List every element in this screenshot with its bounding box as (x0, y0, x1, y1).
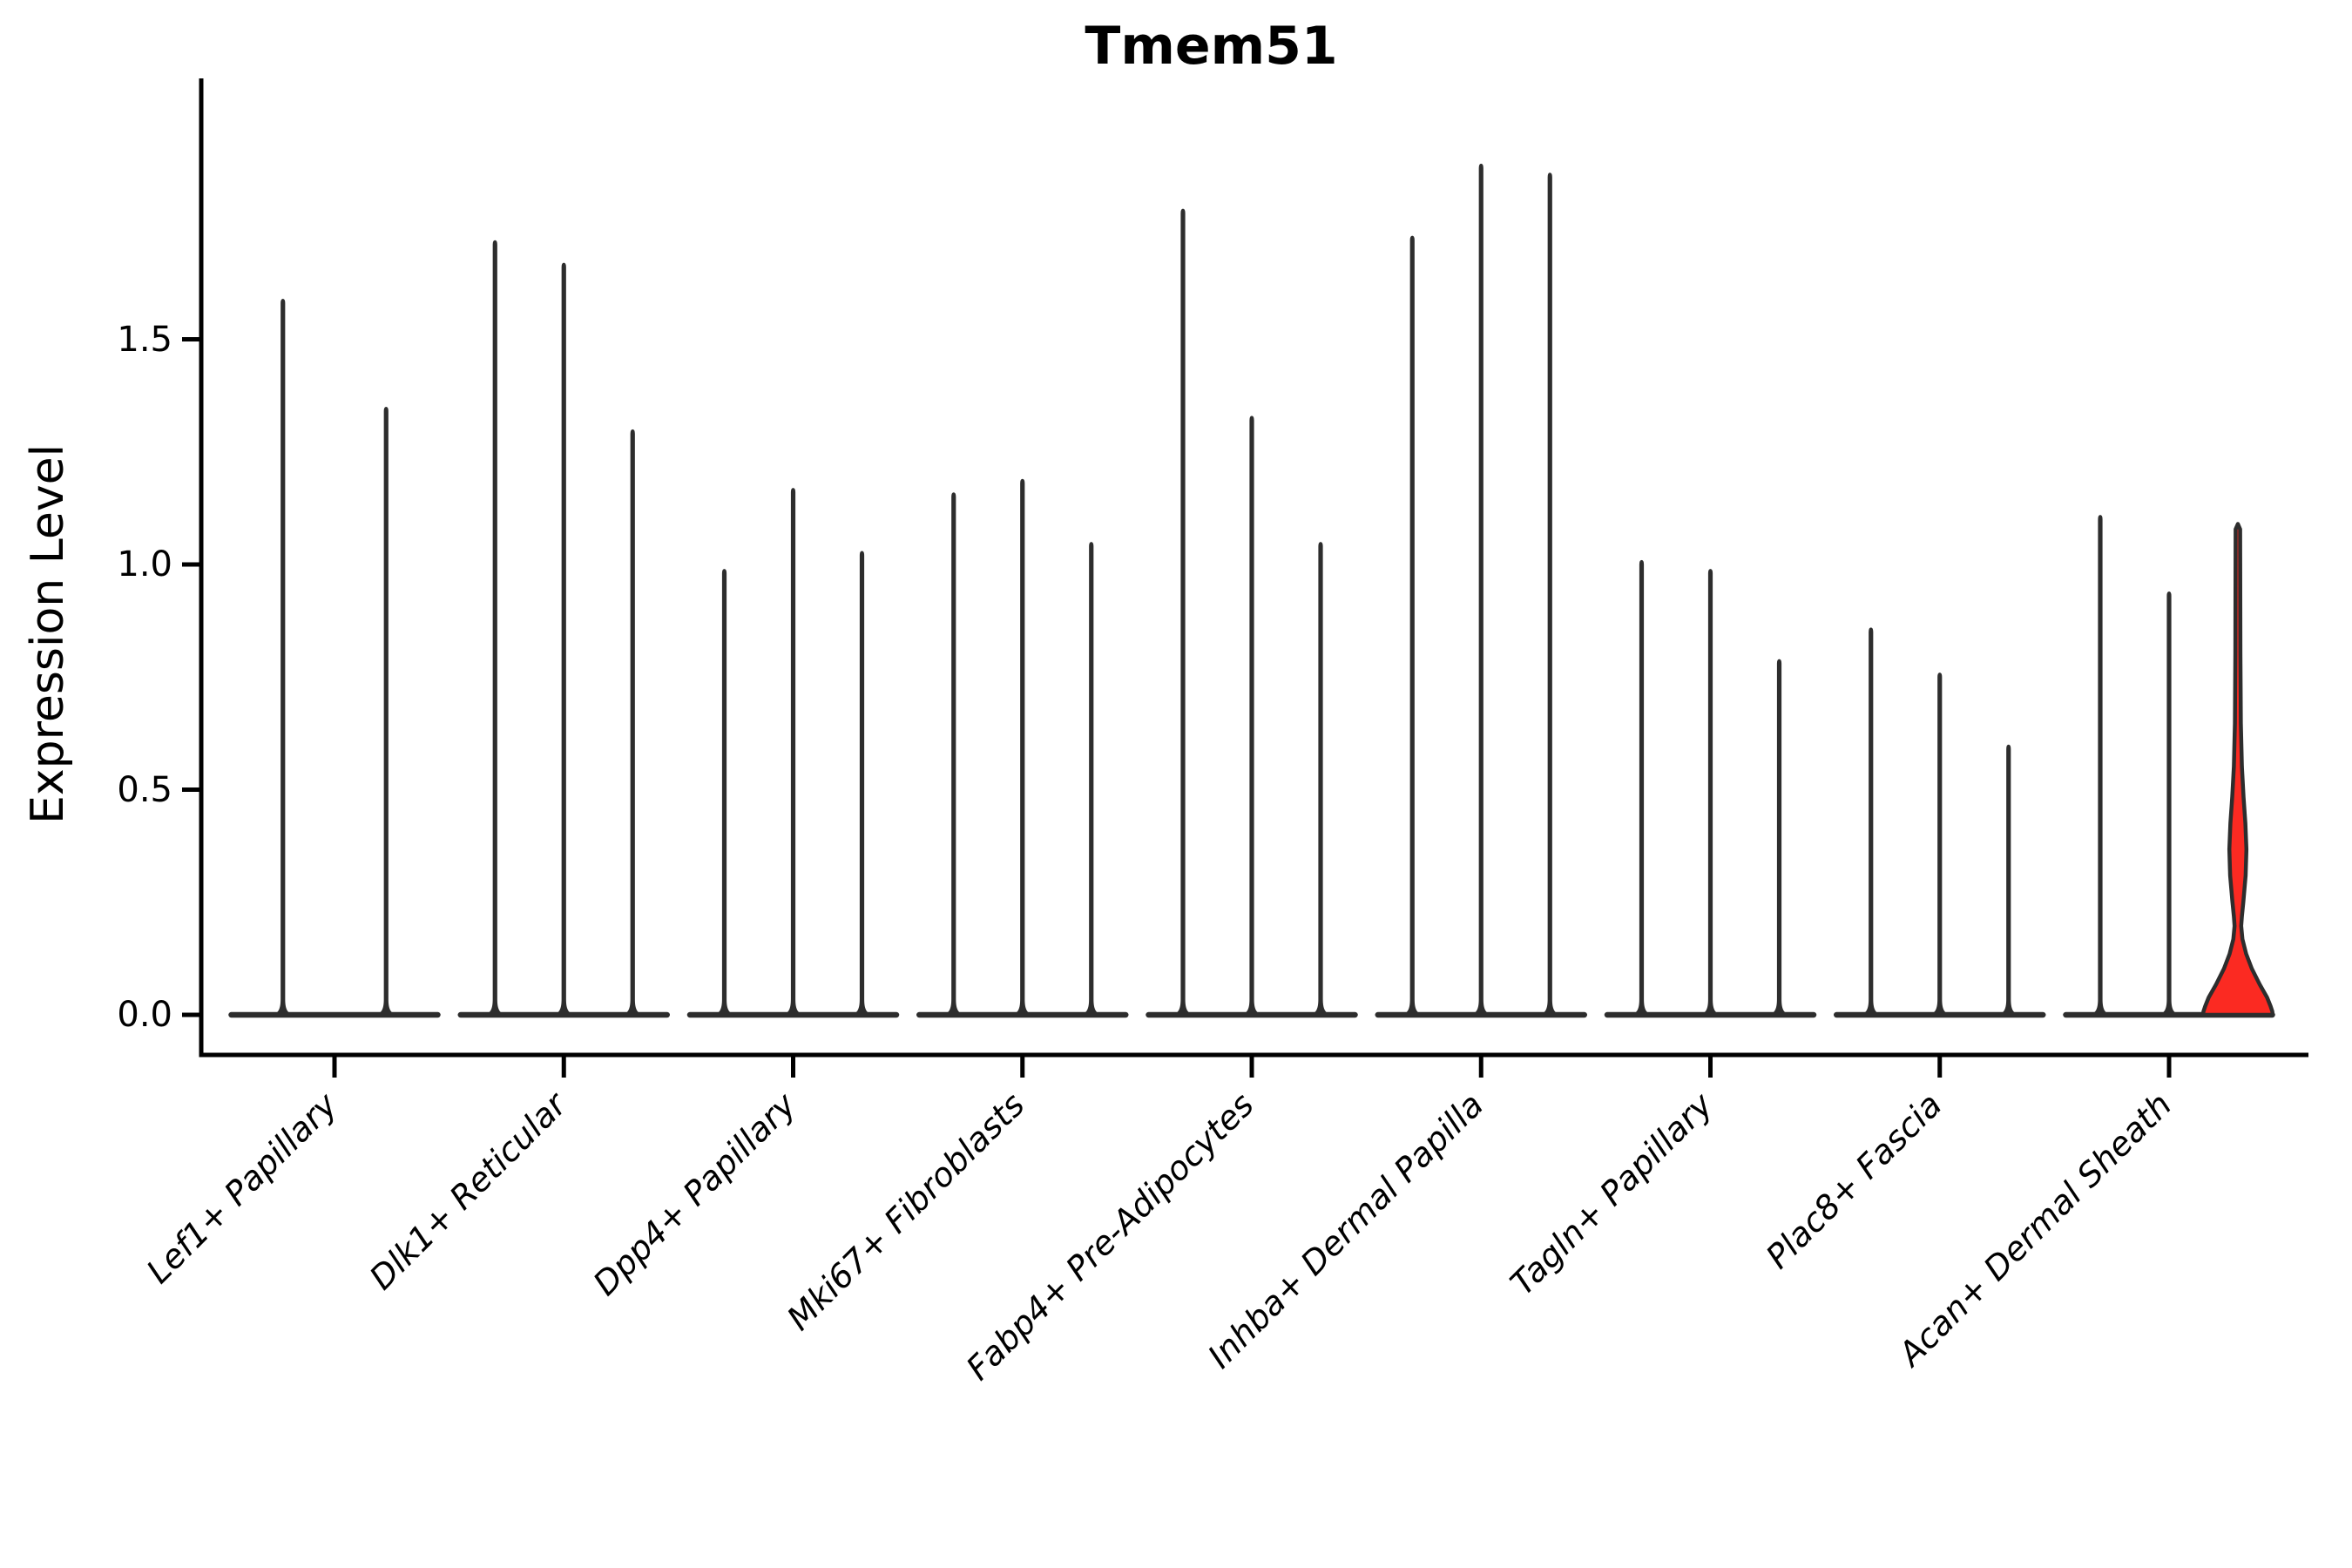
y-tick-label: 1.0 (117, 544, 172, 585)
violin (1470, 163, 1493, 1015)
chart-title: Tmem51 (1085, 16, 1338, 77)
violin (271, 298, 294, 1016)
violin (850, 551, 874, 1015)
violin (1240, 416, 1263, 1015)
violin (375, 407, 398, 1015)
violin (2158, 591, 2180, 1015)
violin (2089, 515, 2112, 1015)
violin (621, 429, 645, 1015)
violin (1997, 744, 2020, 1015)
violin (1630, 559, 1653, 1015)
violin-highlighted (2200, 522, 2275, 1017)
violin (713, 569, 736, 1015)
violin (1928, 672, 1951, 1015)
violin (552, 262, 576, 1015)
violin (1010, 478, 1034, 1015)
y-tick-label: 1.5 (117, 319, 172, 360)
violin (1538, 172, 1562, 1015)
violin (1172, 208, 1194, 1015)
violin (942, 492, 965, 1015)
violin (1859, 627, 1882, 1015)
violin (1699, 569, 1722, 1015)
violin (1401, 235, 1424, 1016)
violin (483, 240, 507, 1015)
violin (1079, 542, 1103, 1015)
violin (781, 488, 805, 1015)
y-tick-label: 0.0 (117, 995, 172, 1035)
y-tick-label: 0.5 (117, 769, 172, 810)
violin (1309, 542, 1332, 1015)
violin (1767, 659, 1791, 1015)
